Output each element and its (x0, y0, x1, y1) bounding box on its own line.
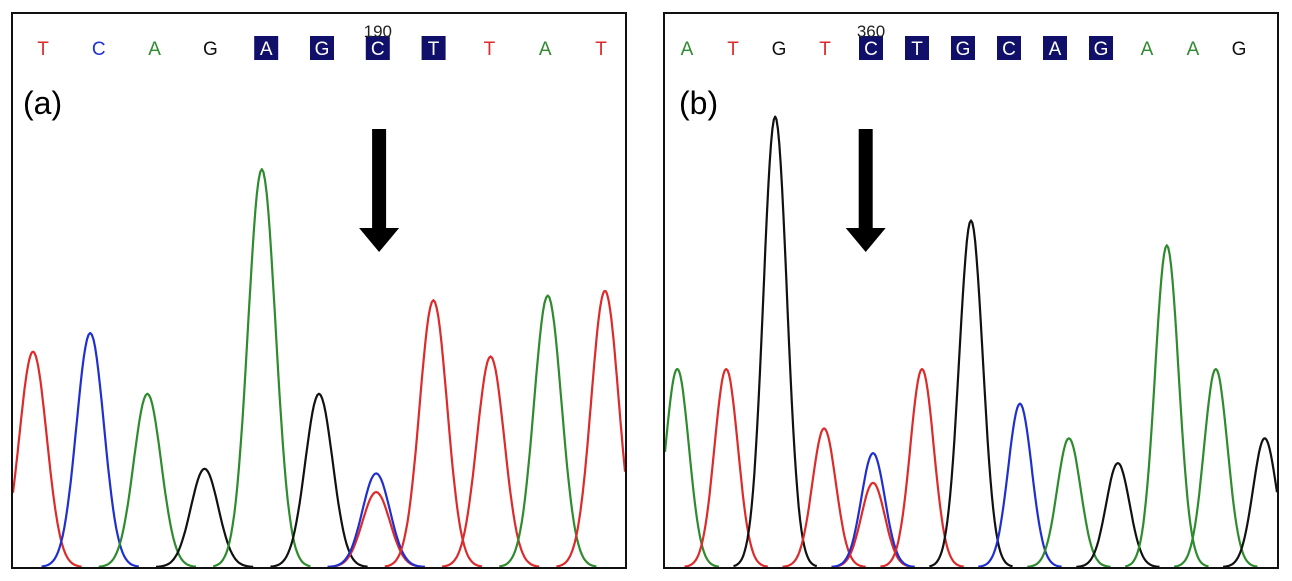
peak-trace-G-13 (1222, 437, 1277, 567)
peak-trace-G-2 (733, 115, 818, 567)
panel-label: (b) (679, 85, 718, 121)
peak-trace-T-4 (831, 481, 915, 567)
peak-trace-A-4 (212, 168, 311, 567)
peak-trace-A-12 (1174, 367, 1258, 567)
peak-trace-C-8 (978, 402, 1062, 567)
base-call-label: A (681, 39, 694, 60)
peak-trace-A-9 (1027, 437, 1111, 567)
peak-trace-T-9 (441, 355, 540, 567)
base-call-label: C (1002, 39, 1016, 60)
base-call-label: A (148, 39, 161, 60)
base-highlight-box (905, 36, 929, 60)
base-call-label: G (1094, 39, 1109, 60)
peak-trace-G-3 (155, 467, 254, 567)
peak-trace-C-5 (831, 452, 915, 567)
panel-label: (a) (23, 85, 62, 121)
base-call-label: T (911, 39, 923, 60)
base-call-label: G (772, 39, 787, 60)
peak-trace-G-5 (270, 392, 368, 567)
base-highlight-box (859, 36, 883, 60)
peak-trace-C-1 (41, 331, 140, 567)
down-arrow-icon (359, 129, 400, 252)
chromatogram-panel-b: A T G T C T G C A G A A G 360 (b) (663, 12, 1279, 569)
peak-trace-T-0 (13, 350, 82, 567)
peak-trace-A-2 (98, 392, 197, 567)
base-call-label: A (539, 39, 552, 60)
base-call-label: T (727, 39, 739, 60)
base-call-label: G (956, 39, 971, 60)
base-call-label: A (1141, 39, 1154, 60)
peak-trace-T-11 (556, 290, 625, 567)
peak-trace-A-11 (1124, 244, 1209, 567)
base-highlight-box (1043, 36, 1067, 60)
base-call-label: A (1049, 39, 1062, 60)
peak-trace-A-0 (665, 368, 720, 567)
base-call-label: G (1232, 39, 1247, 60)
base-highlight-box (1089, 36, 1113, 60)
base-call-label: T (484, 39, 496, 60)
position-label: 360 (857, 22, 885, 41)
base-call-label: C (371, 39, 385, 60)
peak-trace-T-3 (782, 427, 866, 567)
peak-trace-T-8 (384, 299, 483, 567)
position-label: 190 (364, 22, 392, 41)
peak-trace-A-10 (498, 294, 597, 567)
base-call-label: T (37, 39, 49, 60)
peak-trace-C-7 (327, 472, 425, 567)
base-highlight-box (254, 36, 279, 60)
base-call-label: A (260, 39, 273, 60)
peak-trace-G-7 (929, 219, 1013, 567)
base-highlight-box (997, 36, 1021, 60)
base-call-label: A (1187, 39, 1200, 60)
base-call-label: G (315, 39, 330, 60)
chromatogram-b-svg: A T G T C T G C A G A A G 360 (b) (665, 22, 1277, 567)
base-highlight-box (421, 36, 446, 60)
down-arrow-icon (845, 129, 886, 252)
peak-trace-T-6 (880, 367, 964, 567)
base-call-label: T (595, 39, 607, 60)
base-call-label: G (203, 39, 218, 60)
peak-trace-G-10 (1076, 462, 1160, 567)
base-highlight-box (365, 36, 390, 60)
peak-trace-T-1 (684, 367, 768, 567)
chromatogram-panel-a: T C A G A G C T T A T 190 (a) (11, 12, 627, 569)
base-call-label: T (819, 39, 831, 60)
base-call-label: C (864, 39, 878, 60)
base-call-label: T (428, 39, 440, 60)
base-highlight-box (310, 36, 334, 60)
base-highlight-box (951, 36, 975, 60)
base-call-label: C (92, 39, 106, 60)
chromatogram-a-svg: T C A G A G C T T A T 190 (a) (13, 22, 625, 567)
